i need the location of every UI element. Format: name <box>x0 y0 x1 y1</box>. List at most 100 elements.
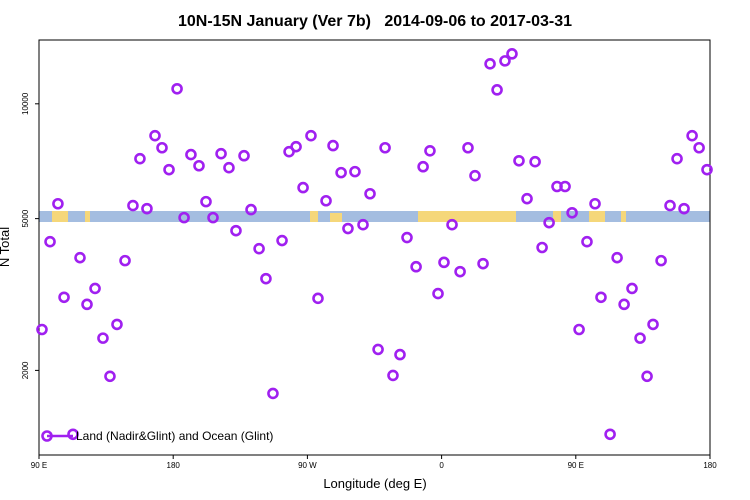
data-point <box>604 428 616 441</box>
data-point <box>36 323 48 336</box>
data-point <box>559 180 571 193</box>
data-point <box>253 242 265 255</box>
data-point <box>566 206 578 219</box>
data-point <box>394 348 406 361</box>
data-point <box>223 161 235 174</box>
x-tick-label: 90 E <box>568 461 584 470</box>
land-patch <box>52 211 68 222</box>
data-point <box>149 129 161 142</box>
data-point <box>207 211 219 224</box>
land-patch <box>621 211 626 222</box>
data-point <box>342 222 354 235</box>
data-point <box>438 256 450 269</box>
data-point <box>647 318 659 331</box>
data-point <box>357 218 369 231</box>
data-point <box>634 332 646 344</box>
data-point <box>469 169 481 182</box>
data-point <box>618 298 630 311</box>
data-point <box>379 141 391 154</box>
data-point <box>446 218 458 231</box>
data-point <box>171 82 183 95</box>
data-point <box>573 323 585 336</box>
data-point <box>529 155 541 168</box>
legend-marker <box>41 430 53 442</box>
land-patch <box>310 211 318 222</box>
data-point <box>536 241 548 254</box>
map-strip <box>39 211 710 222</box>
data-point <box>320 194 332 207</box>
plot-frame <box>38 39 711 456</box>
x-tick-label: 0 <box>439 461 444 470</box>
data-point <box>626 282 638 295</box>
data-point <box>305 129 317 142</box>
data-point <box>67 428 79 441</box>
data-point <box>260 272 272 285</box>
data-point <box>484 58 496 70</box>
data-point <box>521 192 533 205</box>
data-point <box>119 254 131 267</box>
data-point <box>543 216 555 229</box>
data-point <box>238 149 250 162</box>
y-tick-label: 5000 <box>21 209 30 227</box>
data-point <box>111 318 123 331</box>
data-point <box>477 257 489 270</box>
data-point <box>312 292 324 305</box>
x-tick-label: 90 E <box>31 461 47 470</box>
data-point <box>424 145 436 157</box>
y-tick-label: 10000 <box>21 92 30 115</box>
data-point <box>178 211 190 224</box>
data-point <box>52 197 64 210</box>
data-point <box>276 234 288 247</box>
data-point <box>664 199 676 212</box>
data-point <box>589 197 601 210</box>
chart-title: 10N-15N January (Ver 7b) 2014-09-06 to 2… <box>178 13 572 30</box>
x-tick-label: 180 <box>167 461 181 470</box>
land-patch <box>330 213 342 222</box>
data-point <box>156 141 168 154</box>
data-point <box>506 48 518 60</box>
data-point <box>290 140 302 153</box>
data-point <box>44 235 56 248</box>
data-point <box>611 251 623 264</box>
data-point <box>267 387 279 400</box>
data-point <box>671 152 683 165</box>
data-point <box>491 84 503 96</box>
x-axis-label: Longitude (deg E) <box>323 476 426 491</box>
ocean-strip <box>39 211 710 222</box>
data-point <box>655 254 667 267</box>
data-point <box>686 129 698 142</box>
data-point <box>410 260 422 273</box>
data-point <box>462 141 474 154</box>
data-point <box>297 181 309 194</box>
data-point <box>104 370 116 383</box>
data-point <box>245 203 257 216</box>
data-point <box>141 202 153 215</box>
data-point <box>454 265 466 278</box>
data-point <box>401 231 413 244</box>
data-point <box>58 291 70 304</box>
data-point <box>678 202 690 215</box>
data-point <box>193 159 205 172</box>
land-patch <box>85 211 90 222</box>
data-point <box>97 332 109 344</box>
data-point <box>89 282 101 295</box>
data-point <box>230 224 242 237</box>
data-point <box>349 165 361 178</box>
land-patch <box>553 211 561 222</box>
data-point <box>581 235 593 248</box>
data-point <box>432 287 444 300</box>
data-point <box>74 251 86 264</box>
data-point <box>513 154 525 167</box>
data-point <box>701 163 713 176</box>
data-point <box>163 163 175 176</box>
data-point <box>364 187 376 200</box>
land-patch <box>418 211 516 222</box>
data-point <box>185 148 197 161</box>
data-point <box>693 141 705 154</box>
data-point <box>81 298 93 311</box>
data-point <box>215 147 227 160</box>
data-point <box>127 199 139 212</box>
data-point <box>200 195 212 208</box>
